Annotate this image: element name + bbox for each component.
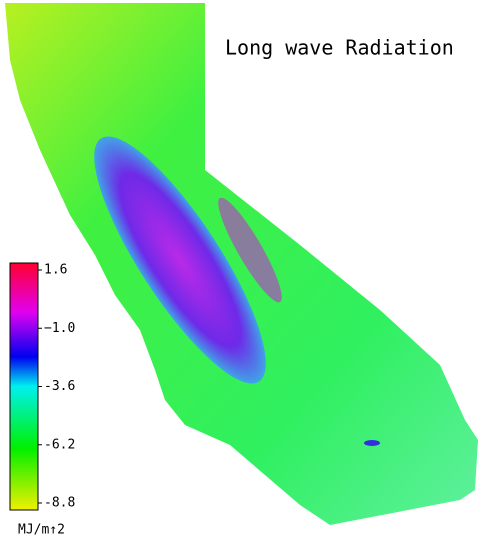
colorbar-tick-label: -3.6 — [44, 379, 75, 394]
desert-spot — [364, 440, 380, 446]
colorbar-tick-label: -8.8 — [44, 496, 75, 511]
colorbar-tick-label: -6.2 — [44, 437, 75, 452]
state-map — [5, 3, 478, 525]
colorbar-unit: MJ/m↑2 — [18, 523, 65, 538]
map-title: Long wave Radiation — [225, 36, 454, 60]
state-outline — [5, 3, 478, 525]
colorbar-tick-label: −1.0 — [44, 321, 75, 336]
central-valley — [94, 136, 266, 384]
colorbar-tick-label: 1.6 — [44, 263, 67, 278]
colorbar — [9, 262, 39, 511]
sierra-band — [218, 197, 282, 303]
